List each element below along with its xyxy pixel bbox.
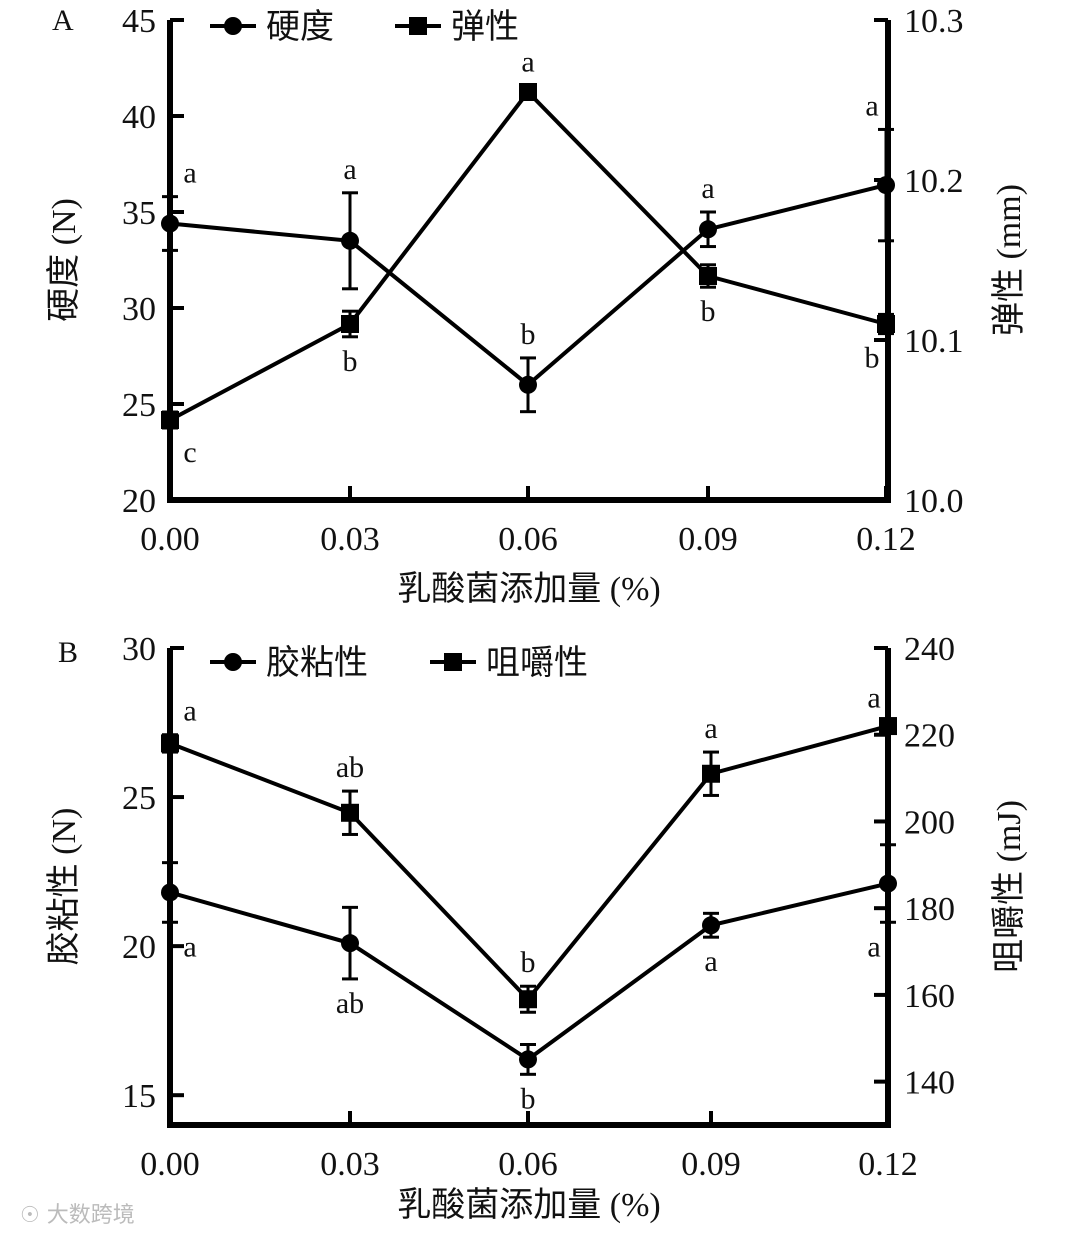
x-tick-label: 0.00 (140, 521, 200, 558)
data-point-circle (877, 176, 895, 195)
right-y-tick-label: 140 (904, 1065, 955, 1102)
left-y-tick-label: 35 (122, 195, 156, 232)
right-y-tick-label: 240 (904, 631, 955, 668)
significance-letter: b (521, 1082, 536, 1115)
x-tick-label: 0.09 (678, 521, 738, 558)
significance-letter: a (183, 930, 196, 963)
right-y-tick-label: 180 (904, 891, 955, 928)
legend-label: 弹性 (451, 8, 519, 46)
panel-label: A (52, 4, 74, 37)
significance-letter: b (521, 946, 536, 979)
left-y-axis-label: 胶粘性 (N) (45, 808, 83, 966)
significance-letter: a (867, 930, 880, 963)
data-point-circle (341, 934, 359, 953)
significance-letter: b (343, 345, 358, 378)
x-axis-label: 乳酸菌添加量 (%) (397, 1186, 660, 1224)
data-point-square (699, 267, 717, 285)
significance-letter: a (867, 682, 880, 715)
left-y-tick-label: 20 (122, 483, 156, 520)
data-point-circle (161, 883, 179, 902)
left-y-tick-label: 25 (122, 780, 156, 817)
chart-panel-b: 15 20 25 30 140 160 180 200 220 240 0.00 0.03 0.06 0.… (45, 631, 1028, 1224)
legend-label: 咀嚼性 (486, 644, 588, 682)
left-y-tick-label: 45 (122, 3, 156, 40)
left-y-tick-label: 30 (122, 631, 156, 668)
x-tick-label: 0.06 (498, 521, 558, 558)
data-point-square (341, 315, 359, 333)
x-tick-label: 0.03 (320, 521, 380, 558)
right-y-tick-label: 10.1 (904, 323, 964, 360)
x-axis-label: 乳酸菌添加量 (%) (397, 570, 660, 608)
significance-letter: a (183, 157, 196, 190)
right-y-axis-label: 咀嚼性 (mJ) (990, 800, 1028, 973)
significance-letter: a (521, 46, 534, 79)
data-point-square (161, 411, 179, 429)
data-point-circle (519, 1050, 537, 1069)
right-y-tick-label: 10.0 (904, 483, 964, 520)
data-point-circle (879, 874, 897, 893)
x-tick-label: 0.06 (498, 1146, 558, 1183)
legend-marker-square (444, 653, 462, 671)
significance-letter: b (521, 318, 536, 351)
significance-letter: ab (336, 751, 364, 784)
right-y-tick-label: 10.3 (904, 3, 964, 40)
significance-letter: b (701, 295, 716, 328)
x-tick-label: 0.00 (140, 1146, 200, 1183)
x-tick-label: 0.12 (856, 521, 916, 558)
significance-letter: a (704, 712, 717, 745)
data-point-circle (161, 214, 179, 233)
significance-letter: a (865, 89, 878, 122)
left-y-axis-label: 硬度 (N) (45, 198, 83, 322)
data-point-circle (699, 220, 717, 239)
x-tick-label: 0.12 (858, 1146, 918, 1183)
series-line-硬度 (169, 183, 887, 388)
right-y-tick-label: 160 (904, 978, 955, 1015)
significance-letter: b (865, 342, 880, 375)
left-y-tick-label: 15 (122, 1078, 156, 1115)
x-tick-label: 0.09 (681, 1146, 741, 1183)
left-y-tick-label: 40 (122, 99, 156, 136)
significance-letter: ab (336, 987, 364, 1020)
left-y-tick-label: 30 (122, 291, 156, 328)
legend-label: 胶粘性 (266, 644, 368, 682)
x-tick-label: 0.03 (320, 1146, 380, 1183)
significance-letter: a (701, 172, 714, 205)
legend-marker-square (409, 17, 427, 35)
data-point-square (519, 83, 537, 101)
significance-letter: a (183, 695, 196, 728)
left-y-tick-label: 25 (122, 387, 156, 424)
legend-marker-circle (224, 17, 242, 35)
significance-letter: a (343, 153, 356, 186)
panel-label: B (58, 636, 78, 669)
data-point-square (341, 803, 359, 822)
right-y-tick-label: 10.2 (904, 163, 964, 200)
data-point-circle (341, 231, 359, 250)
data-point-circle (702, 916, 720, 935)
right-y-tick-label: 200 (904, 804, 955, 841)
chart-panel-a: 20 25 30 35 40 45 10.0 10.1 10.2 10.3 0.00 0.03 0.06… (45, 3, 1028, 608)
legend-marker-circle (224, 653, 242, 671)
watermark-text: ☉ 大数跨境 (20, 1203, 135, 1228)
data-point-square (161, 734, 179, 753)
data-point-square (519, 990, 537, 1009)
right-y-axis-label: 弹性 (mm) (990, 184, 1028, 336)
legend-label: 硬度 (266, 8, 334, 46)
significance-letter: a (704, 945, 717, 978)
data-point-square (879, 717, 897, 736)
data-point-square (702, 764, 720, 783)
left-y-tick-label: 20 (122, 929, 156, 966)
right-y-tick-label: 220 (904, 718, 955, 755)
data-point-circle (519, 375, 537, 394)
significance-letter: c (183, 436, 196, 469)
data-point-square (877, 315, 895, 333)
